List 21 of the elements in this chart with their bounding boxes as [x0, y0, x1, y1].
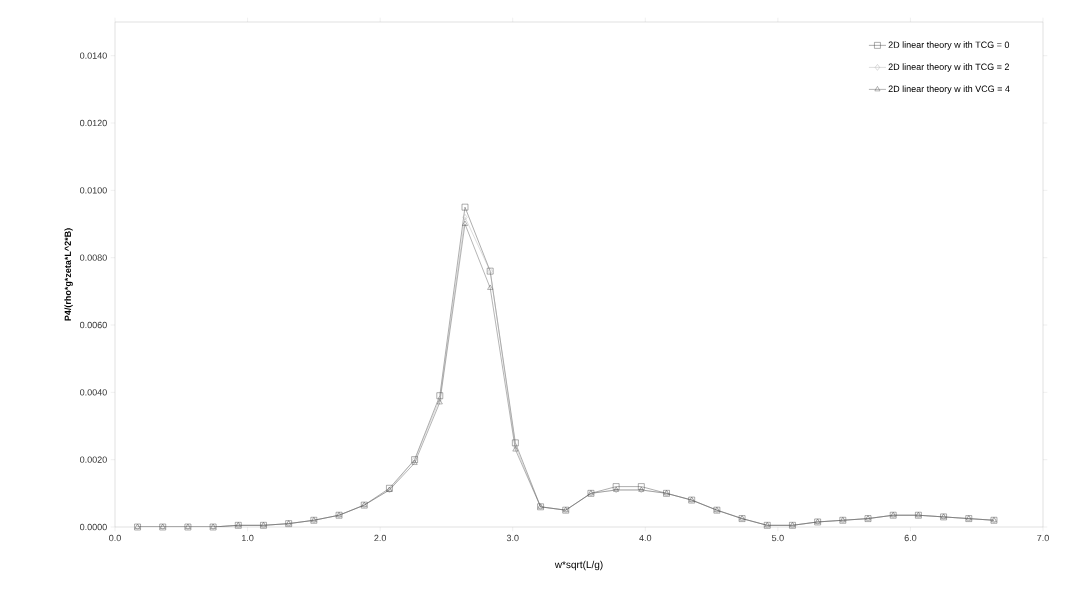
x-tick-label: 5.0 [771, 534, 784, 542]
y-tick-label: 0.0120 [80, 119, 107, 127]
y-tick-label: 0.0060 [80, 321, 107, 329]
x-tick-label: 1.0 [242, 534, 254, 542]
y-axis-title: P4/(rho*g*zeta*L^2*B) [64, 228, 73, 321]
x-axis-title: w*sqrt(L/g) [554, 560, 603, 571]
y-tick-label: 0.0080 [80, 254, 107, 261]
y-tick-label: 0.0020 [80, 456, 107, 463]
x-tick-label: 3.0 [506, 534, 519, 542]
legend-label: 2D linear theory w ith TCG = 2 [888, 63, 1009, 72]
x-tick-label: 0.0 [109, 534, 121, 542]
y-tick-label: 0.0140 [80, 52, 107, 59]
legend-label: 2D linear theory w ith TCG = 0 [888, 41, 1010, 50]
y-tick-label: 0.0100 [80, 187, 107, 194]
y-tick-label: 0.0040 [80, 389, 107, 396]
y-tick-label: 0.0000 [80, 523, 107, 531]
x-tick-label: 6.0 [904, 534, 917, 542]
legend-label: 2D linear theory w ith VCG = 4 [888, 85, 1010, 94]
x-tick-label: 2.0 [374, 534, 387, 542]
x-tick-label: 7.0 [1037, 534, 1049, 542]
x-tick-label: 4.0 [639, 534, 652, 542]
